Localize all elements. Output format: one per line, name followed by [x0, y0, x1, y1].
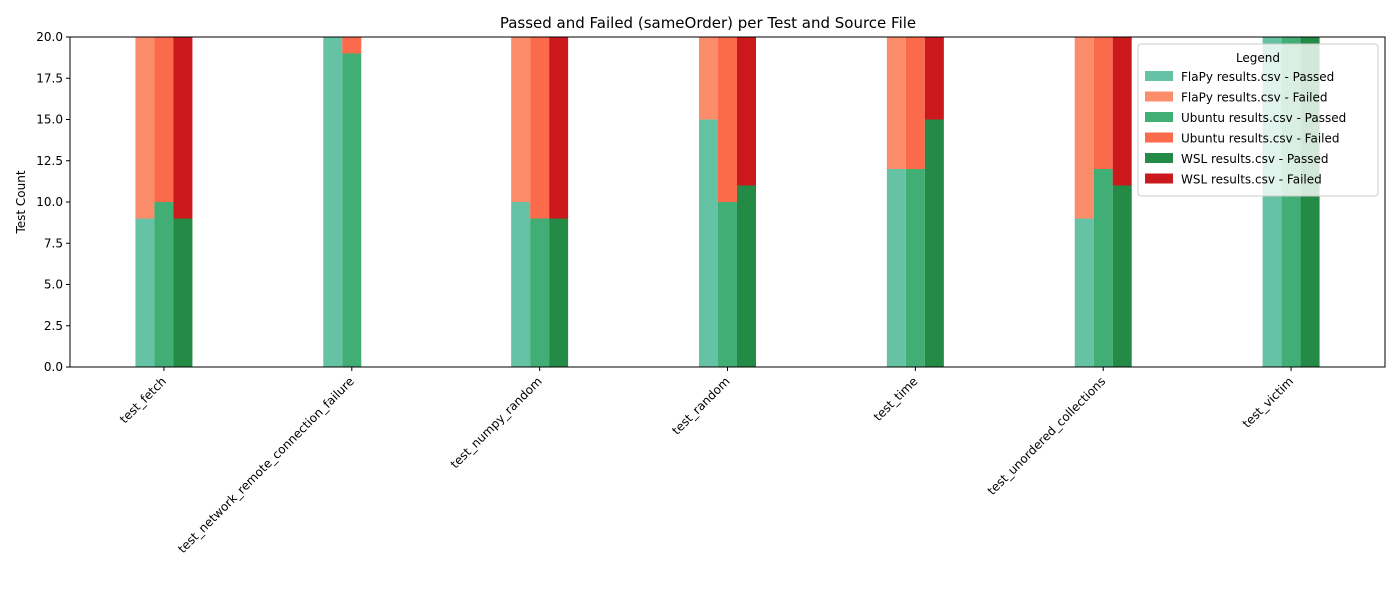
legend-swatch: [1145, 173, 1173, 184]
legend-swatch: [1145, 91, 1173, 102]
chart-title: Passed and Failed (sameOrder) per Test a…: [500, 14, 916, 32]
legend-box: [1137, 43, 1379, 197]
bar-test_fetch-passed-1: [154, 202, 174, 367]
bar-test_fetch-failed-0: [135, 37, 155, 219]
legend-entry: Ubuntu results.csv - Passed: [1181, 111, 1346, 125]
bar-test_time-passed-1: [905, 169, 925, 367]
bar-test_fetch-passed-2: [173, 218, 193, 367]
y-tick-label: 7.5: [44, 236, 63, 250]
y-tick-label: 12.5: [36, 154, 63, 168]
legend-entry: FlaPy results.csv - Passed: [1181, 70, 1334, 84]
bar-test_unordered_collections-passed-0: [1074, 218, 1094, 367]
bar-test_time-failed-2: [924, 37, 944, 120]
bar-test_random-passed-1: [718, 202, 737, 367]
y-tick-label: 5.0: [44, 278, 63, 292]
legend-entry: Ubuntu results.csv - Failed: [1181, 132, 1339, 146]
bar-test_network_remote_connection_failure-passed-1: [342, 53, 362, 367]
bar-test_fetch-failed-2: [173, 37, 193, 219]
legend-entry: WSL results.csv - Passed: [1181, 152, 1328, 166]
y-tick-label: 2.5: [44, 319, 63, 333]
bar-test_random-failed-0: [699, 37, 718, 120]
legend-swatch: [1145, 112, 1173, 122]
bar-test_numpy_random-passed-0: [511, 202, 531, 367]
bar-test_numpy_random-failed-0: [511, 37, 531, 202]
bar-test_numpy_random-passed-2: [549, 218, 569, 367]
bar-test_network_remote_connection_failure-failed-1: [342, 37, 362, 54]
legend-swatch: [1145, 153, 1173, 163]
bar-test_time-failed-0: [886, 37, 906, 169]
bar-test_numpy_random-failed-2: [549, 37, 569, 219]
bar-test_network_remote_connection_failure-passed-0: [323, 37, 343, 367]
bar-test_unordered_collections-passed-2: [1112, 185, 1132, 367]
bar-test_fetch-passed-0: [135, 218, 155, 367]
bar-test_numpy_random-passed-1: [530, 218, 550, 367]
bar-test_time-passed-0: [886, 169, 906, 367]
y-tick-label: 17.5: [36, 71, 63, 85]
bar-test_time-passed-2: [924, 119, 944, 367]
bar-test_random-failed-1: [718, 37, 737, 202]
legend: Legend FlaPy results.csv - Passed FlaPy re…: [1137, 43, 1379, 197]
legend-swatch: [1145, 132, 1173, 143]
bar-test_numpy_random-failed-1: [530, 37, 550, 219]
bar-test_unordered_collections-failed-2: [1112, 37, 1132, 186]
legend-entry: FlaPy results.csv - Failed: [1181, 91, 1328, 105]
legend-entry: WSL results.csv - Failed: [1181, 173, 1322, 187]
bar-test_fetch-failed-1: [154, 37, 174, 202]
bar-test_random-failed-2: [737, 37, 756, 186]
y-tick-label: 10.0: [36, 195, 63, 209]
bar-test_unordered_collections-failed-0: [1074, 37, 1094, 219]
legend-title: Legend: [1236, 51, 1280, 65]
y-axis-label: Test Count: [14, 170, 28, 234]
bar-test_time-failed-1: [905, 37, 925, 169]
bar-test_unordered_collections-failed-1: [1093, 37, 1113, 169]
bar-test_random-passed-0: [699, 119, 718, 367]
y-tick-label: 0.0: [44, 360, 63, 374]
y-tick-label: 20.0: [36, 30, 63, 44]
legend-swatch: [1145, 71, 1173, 81]
bar-test_random-passed-2: [737, 185, 756, 367]
y-tick-label: 15.0: [36, 113, 63, 127]
bar-test_unordered_collections-passed-1: [1093, 169, 1113, 367]
